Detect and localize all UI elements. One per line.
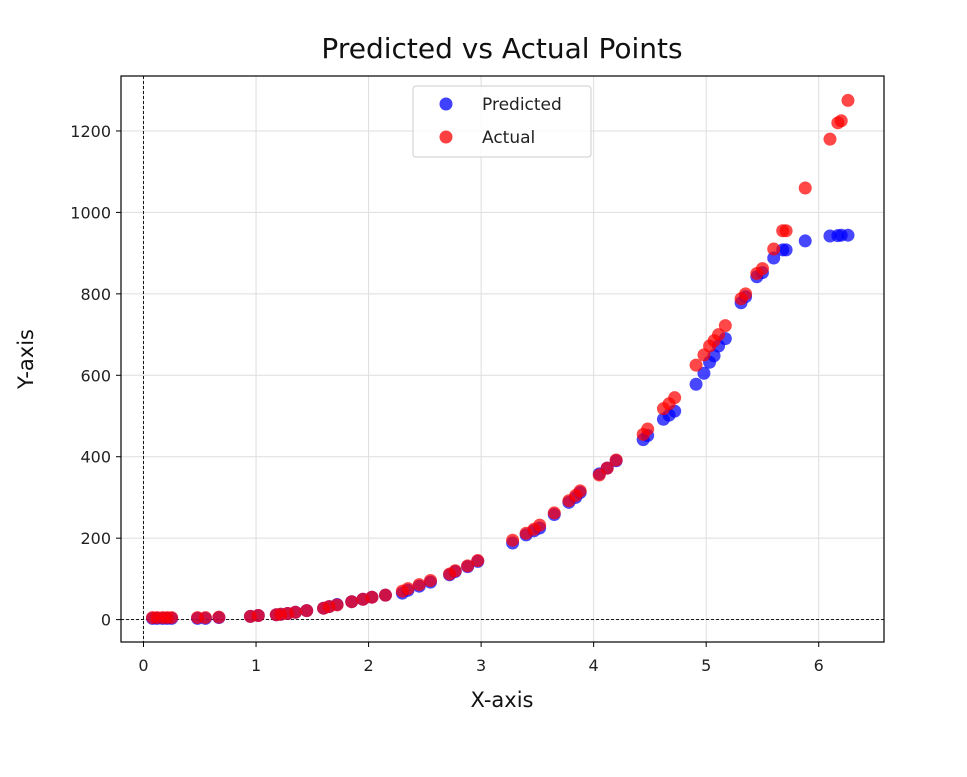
actual-point (573, 484, 587, 498)
y-tick-label: 800 (80, 285, 111, 304)
x-tick-label: 4 (589, 656, 599, 675)
actual-point (471, 554, 485, 568)
y-tick-label: 0 (101, 611, 111, 630)
actual-point (212, 610, 226, 624)
predicted-point (697, 366, 711, 380)
predicted-point (689, 377, 703, 391)
gridlines (121, 76, 884, 642)
actual-point (401, 582, 415, 596)
legend-label-actual: Actual (482, 128, 535, 148)
actual-point (345, 595, 359, 609)
predicted-point (779, 243, 793, 257)
legend: Predicted Actual (412, 85, 592, 158)
x-tick-label: 6 (814, 656, 824, 675)
actual-point (461, 559, 475, 573)
actual-point (689, 358, 703, 372)
actual-point (251, 609, 265, 623)
predicted-point (707, 349, 721, 363)
actual-point (165, 611, 179, 625)
actual-point (767, 242, 781, 256)
y-tick-label: 400 (80, 448, 111, 467)
actual-point (779, 224, 793, 238)
x-tick-label: 0 (138, 656, 148, 675)
actual-point (718, 319, 732, 333)
actual-point (533, 518, 547, 532)
actual-point (798, 181, 812, 195)
actual-point (834, 114, 848, 128)
predicted-point (798, 234, 812, 248)
x-tick-label: 2 (363, 656, 373, 675)
legend-marker-predicted (439, 97, 453, 111)
actual-point (641, 422, 655, 436)
actual-point (330, 598, 344, 612)
x-tick-label: 3 (476, 656, 486, 675)
legend-label-predicted: Predicted (482, 95, 562, 115)
data-points (146, 93, 855, 625)
actual-point (755, 262, 769, 276)
actual-point (198, 611, 212, 625)
actual-point (448, 564, 462, 578)
axis-ticks: 0 1 2 3 4 5 6 0 200 400 600 800 1000 1200 (70, 122, 824, 675)
y-tick-label: 1000 (70, 203, 111, 222)
x-axis-title: X-axis (471, 688, 534, 712)
y-tick-label: 1200 (70, 122, 111, 141)
actual-point (365, 590, 379, 604)
actual-point (712, 328, 726, 342)
actual-point (739, 287, 753, 301)
plot-frame (120, 75, 885, 643)
predicted-point (767, 251, 781, 265)
actual-point (841, 93, 855, 107)
actual-point (609, 453, 623, 467)
actual-point (668, 391, 682, 405)
chart-title: Predicted vs Actual Points (321, 32, 682, 65)
actual-point (412, 578, 426, 592)
actual-point (823, 132, 837, 146)
legend-box (412, 85, 592, 158)
actual-point (378, 588, 392, 602)
actual-point (600, 461, 614, 475)
predicted-point (841, 228, 855, 242)
actual-point (300, 604, 314, 618)
actual-point (547, 506, 561, 520)
x-tick-label: 1 (251, 656, 261, 675)
legend-marker-actual (439, 130, 453, 144)
series-actual (146, 93, 855, 625)
x-tick-label: 5 (701, 656, 711, 675)
y-tick-label: 600 (80, 366, 111, 385)
actual-point (288, 605, 302, 619)
y-axis-title: Y-axis (14, 329, 38, 390)
actual-point (506, 533, 520, 547)
actual-point (423, 574, 437, 588)
y-tick-label: 200 (80, 529, 111, 548)
reference-lines (121, 76, 884, 642)
